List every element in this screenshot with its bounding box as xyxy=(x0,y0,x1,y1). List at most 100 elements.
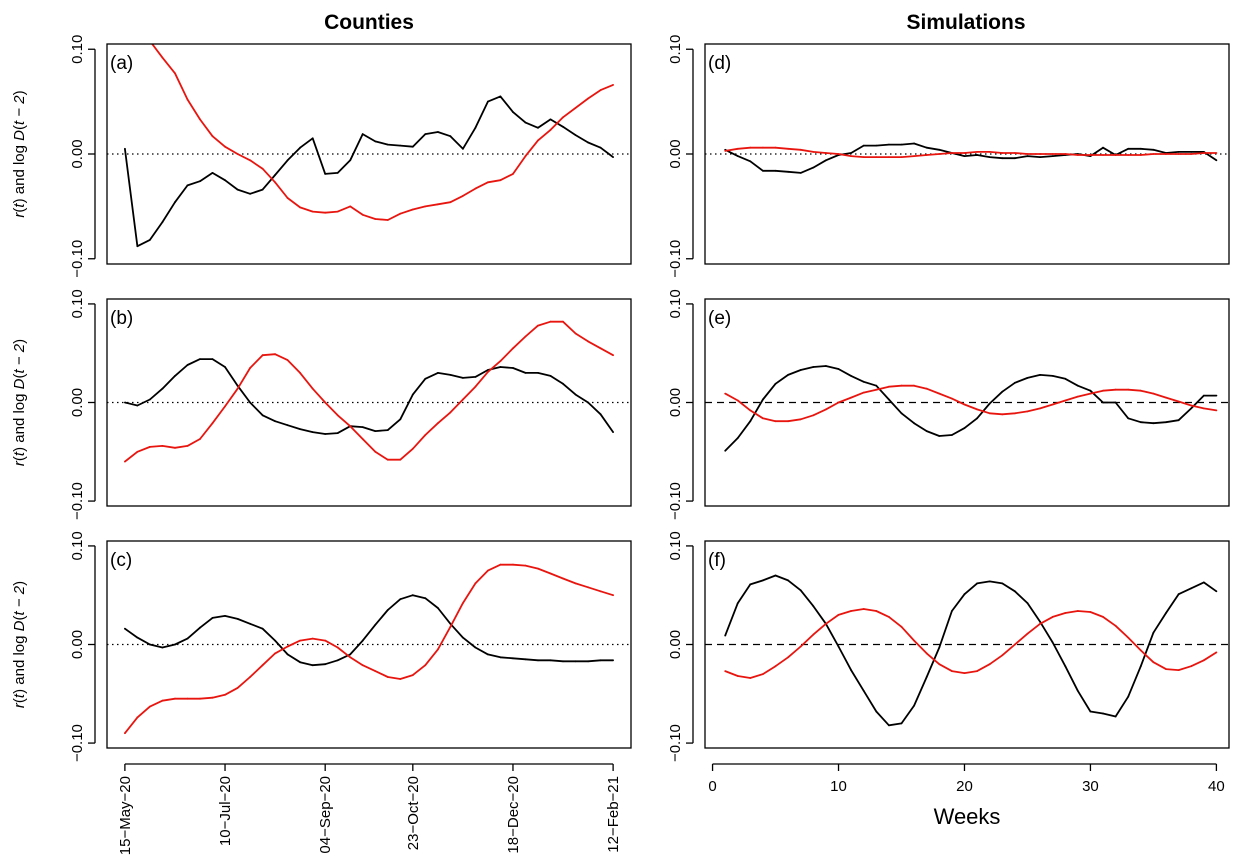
data-point-black xyxy=(1039,156,1041,159)
data-point-red xyxy=(474,187,477,190)
data-point-black xyxy=(587,141,589,144)
data-point-red xyxy=(1051,616,1054,618)
data-point-red xyxy=(850,610,852,612)
data-point-red xyxy=(799,418,802,421)
series-line-black xyxy=(724,142,1217,174)
data-point-black xyxy=(1152,148,1155,151)
series-line-red xyxy=(724,384,1217,423)
data-point-red xyxy=(549,320,552,323)
data-point-black xyxy=(487,653,489,656)
data-point-black xyxy=(336,432,339,434)
data-point-black xyxy=(825,159,827,162)
data-point-black xyxy=(386,429,389,431)
data-point-red xyxy=(411,447,414,450)
plot-frame xyxy=(106,43,632,265)
data-point-black xyxy=(812,366,815,368)
data-point-black xyxy=(512,657,514,660)
data-point-black xyxy=(1202,394,1205,397)
data-point-black xyxy=(1177,151,1180,153)
data-point-red xyxy=(1152,392,1155,395)
data-point-black xyxy=(424,377,427,380)
data-point-red xyxy=(988,412,991,415)
data-point-red xyxy=(1076,154,1079,156)
data-point-black xyxy=(274,639,276,642)
data-point-black xyxy=(236,188,239,191)
data-point-red xyxy=(724,670,727,672)
data-point-black xyxy=(149,643,151,646)
data-point-red xyxy=(487,569,489,572)
data-point-red xyxy=(1139,389,1142,392)
data-point-black xyxy=(749,583,752,586)
data-point-black xyxy=(888,724,890,727)
data-point-black xyxy=(1114,401,1117,404)
data-point-red xyxy=(774,420,777,423)
x-tick-label: 12−Feb−21 xyxy=(605,776,622,853)
data-point-red xyxy=(1001,654,1004,657)
data-point-red xyxy=(361,664,364,667)
data-point-black xyxy=(774,382,777,385)
data-point-red xyxy=(311,637,314,640)
data-point-black xyxy=(211,617,214,619)
data-point-black xyxy=(361,426,364,428)
data-point-black xyxy=(951,434,953,436)
data-point-red xyxy=(1190,665,1193,668)
data-point-red xyxy=(1051,153,1054,155)
data-point-black xyxy=(462,147,464,150)
data-point-red xyxy=(224,405,226,408)
data-point-red xyxy=(1190,404,1193,407)
data-point-red xyxy=(762,673,764,675)
data-point-red xyxy=(411,674,414,676)
data-point-red xyxy=(1152,661,1155,664)
data-point-red xyxy=(900,156,903,159)
data-point-black xyxy=(938,646,941,649)
data-point-black xyxy=(1165,612,1167,614)
data-point-red xyxy=(787,147,789,150)
data-point-red xyxy=(336,414,339,417)
data-point-red xyxy=(211,135,214,138)
series-group xyxy=(124,563,614,735)
data-point-red xyxy=(736,675,739,677)
data-point-red xyxy=(1076,395,1079,398)
data-point-black xyxy=(499,366,502,368)
data-point-black xyxy=(574,134,577,137)
data-point-red xyxy=(837,153,840,155)
panel-b: (b)−0.100.000.10r(t) and log D(t − 2) xyxy=(11,289,632,520)
data-point-black xyxy=(736,155,739,158)
data-point-red xyxy=(1014,152,1016,154)
data-point-red xyxy=(963,152,966,154)
plot-frame xyxy=(704,43,1230,265)
data-point-black xyxy=(1165,421,1167,424)
data-point-red xyxy=(749,146,752,149)
data-point-red xyxy=(1014,643,1016,646)
y-tick-label: −0.10 xyxy=(667,240,684,278)
data-point-red xyxy=(1001,413,1004,416)
data-point-black xyxy=(925,146,928,149)
y-axis-title-r: r xyxy=(11,460,28,466)
data-point-red xyxy=(562,577,564,580)
data-point-black xyxy=(537,372,539,374)
data-point-red xyxy=(900,384,903,387)
data-point-red xyxy=(1026,153,1029,155)
data-point-black xyxy=(963,593,966,596)
data-point-black xyxy=(1014,157,1016,160)
data-point-black xyxy=(249,192,252,195)
data-point-black xyxy=(449,374,452,376)
data-point-red xyxy=(1102,154,1104,156)
data-point-red xyxy=(199,438,201,440)
data-point-black xyxy=(124,147,126,150)
data-point-red xyxy=(487,181,489,184)
data-point-black xyxy=(211,172,214,174)
data-point-red xyxy=(186,445,189,447)
data-point-black xyxy=(236,618,239,620)
data-point-red xyxy=(612,354,614,357)
panel-label: (c) xyxy=(110,550,132,571)
y-axis-title-paren: ( xyxy=(11,456,28,461)
data-point-black xyxy=(462,636,464,639)
x-tick-label: 30 xyxy=(1082,778,1099,795)
data-point-black xyxy=(1102,401,1104,404)
data-point-red xyxy=(224,693,226,696)
data-point-red xyxy=(286,645,289,648)
data-point-red xyxy=(437,422,439,425)
data-point-red xyxy=(161,56,164,59)
data-point-black xyxy=(562,382,564,385)
